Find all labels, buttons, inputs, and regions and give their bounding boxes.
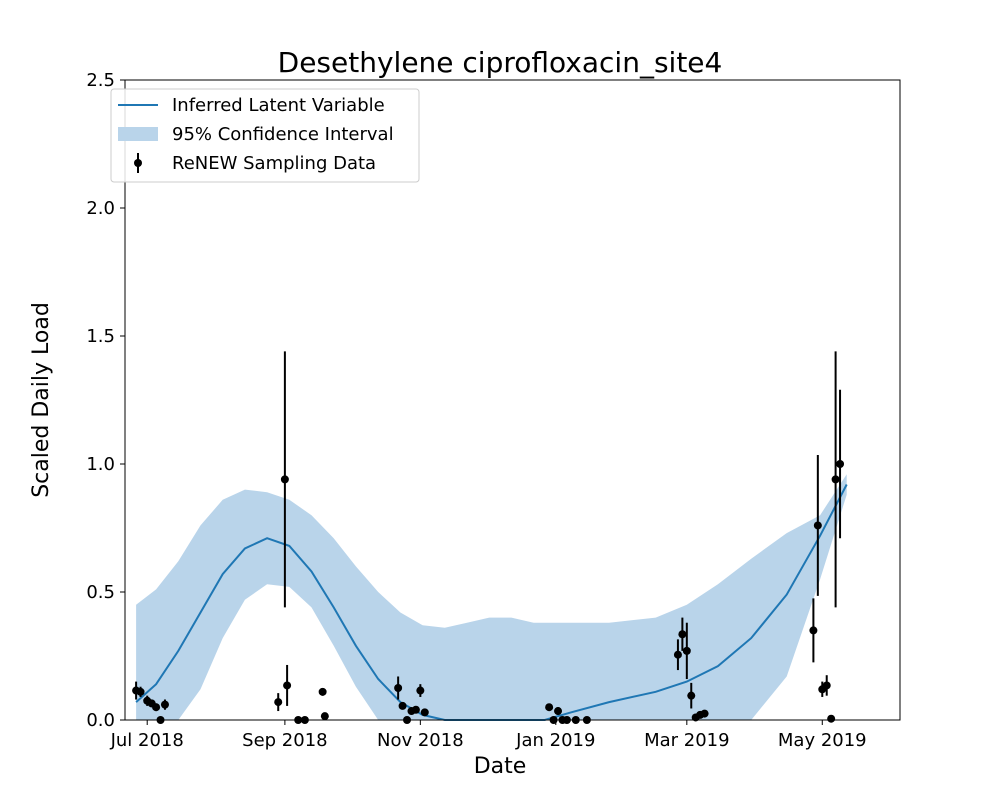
plot-area [124,79,901,721]
data-point [682,646,691,655]
y-axis-label: Scaled Daily Load [29,302,54,498]
data-point [809,626,818,635]
confidence-band-layer [136,474,847,720]
x-axis: Jul 2018 Sep 2018 Nov 2018 Jan 2019 Mar 2019… [110,720,867,751]
data-point [320,712,329,721]
data-point [411,705,420,714]
x-tick-label: Nov 2018 [377,730,464,751]
legend-frame [110,88,420,183]
legend: Inferred Latent Variable 95% Confidence … [110,88,420,183]
data-point [822,681,831,690]
legend-entry-latent: Inferred Latent Variable [172,95,385,116]
chart-title: Desethylene ciprofloxacin_site4 [278,46,723,79]
data-point [687,691,696,700]
y-tick-label: 0.0 [86,710,115,731]
legend-entry-sampling: ReNEW Sampling Data [172,153,376,174]
data-point [152,703,161,712]
x-tick-label: Jan 2019 [515,730,595,751]
legend-band-swatch [118,127,158,141]
x-tick-label: May 2019 [778,730,867,751]
data-point [280,475,289,484]
y-tick-label: 0.5 [86,582,115,603]
x-tick-label: Sep 2018 [242,730,327,751]
data-point [416,686,425,695]
data-point [700,709,709,718]
data-point [283,681,292,690]
y-tick-label: 2.5 [86,70,115,91]
data-point [831,475,840,484]
data-point [673,650,682,659]
legend-marker-swatch [134,159,142,167]
x-tick-label: Mar 2019 [644,730,730,751]
x-axis-label: Date [474,754,527,779]
data-point [420,708,429,717]
y-axis: 0.0 0.5 1.0 1.5 2.0 2.5 [86,70,125,731]
data-point [813,521,822,530]
sampling-data-layer [132,351,845,724]
data-point [554,707,563,716]
legend-entry-confidence: 95% Confidence Interval [172,124,394,145]
data-point [827,714,836,723]
data-point [398,701,407,710]
x-tick-label: Jul 2018 [110,730,184,751]
y-tick-label: 2.0 [86,198,115,219]
y-tick-label: 1.5 [86,326,115,347]
data-point [678,630,687,639]
data-point [160,700,169,709]
data-point [545,703,554,712]
y-tick-label: 1.0 [86,454,115,475]
confidence-band [136,474,847,720]
data-point [136,687,145,696]
data-point [274,698,283,707]
data-point [836,460,845,468]
data-point [394,684,403,692]
data-point [318,687,327,696]
